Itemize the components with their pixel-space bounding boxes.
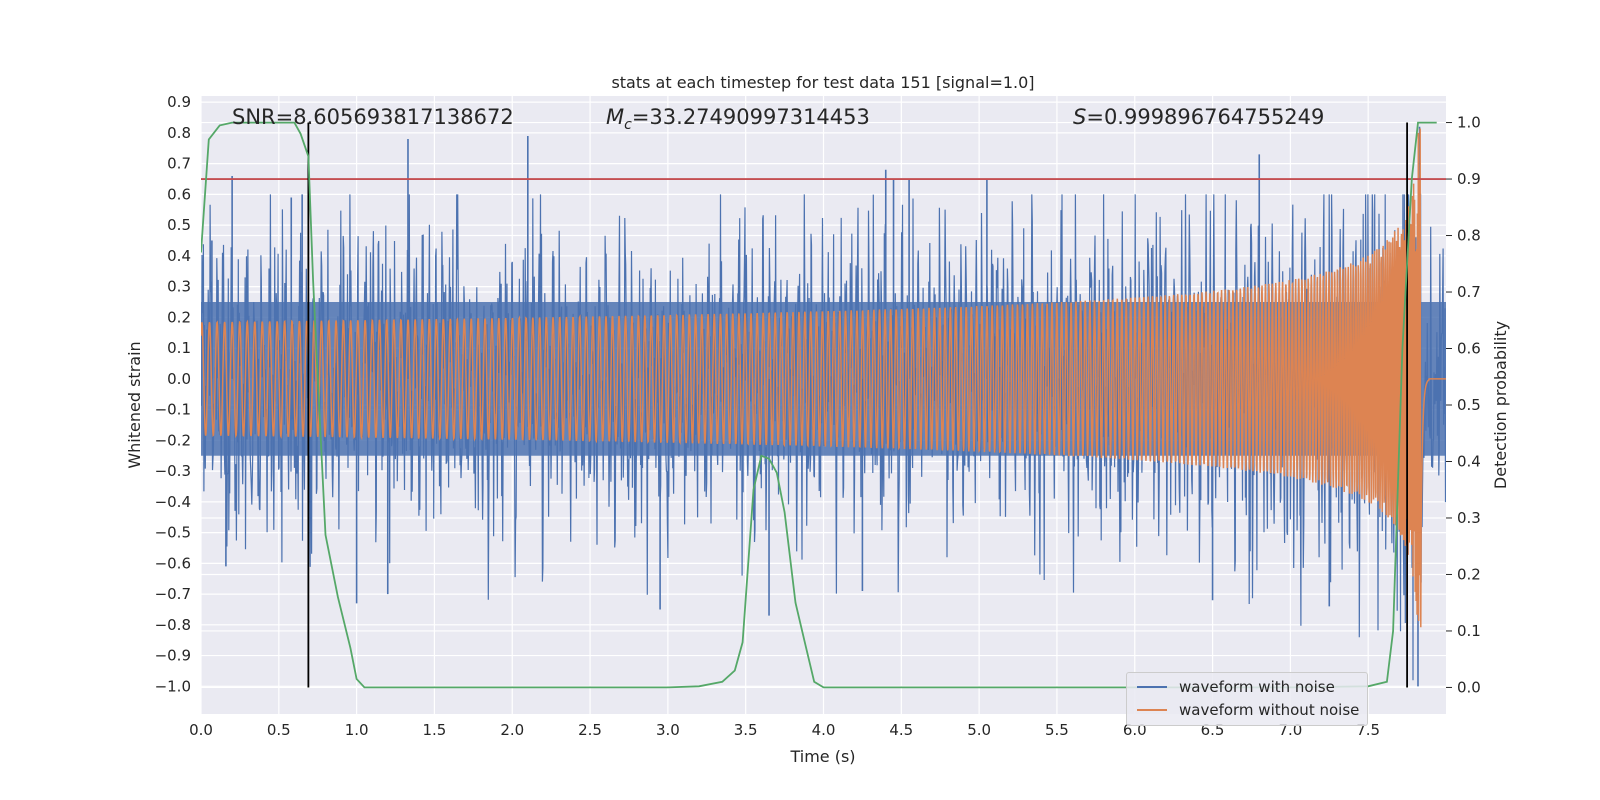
y-tick-label: −1.0 xyxy=(155,677,191,695)
y-tick-label: 0.7 xyxy=(167,155,191,173)
y2-tick-label: 0.9 xyxy=(1457,170,1481,188)
ticks: 0.0 0.5 1.0 1.5 2.0 2.5 3.0 3.5 4.0 4.5 5.0 5.5 6.0 6… xyxy=(155,93,1481,739)
x-tick-label: 1.5 xyxy=(423,721,447,739)
y2-axis-label: Detection probability xyxy=(1491,321,1510,489)
legend-label-noisy: waveform with noise xyxy=(1179,678,1335,696)
y-axis-label: Whitened strain xyxy=(125,341,144,468)
legend-entry-clean: waveform without noise xyxy=(1137,699,1359,721)
y-tick-label: −0.1 xyxy=(155,401,191,419)
y-tick-label: 0.6 xyxy=(167,185,191,203)
y-tick-label: 0.9 xyxy=(167,93,191,111)
y-tick-label: 0.1 xyxy=(167,339,191,357)
y2-tick-label: 0.2 xyxy=(1457,565,1481,583)
mc-symbol: M xyxy=(606,105,624,129)
y-tick-label: −0.9 xyxy=(155,647,191,665)
y-tick-label: −0.4 xyxy=(155,493,191,511)
legend-entry-noisy: waveform with noise xyxy=(1137,676,1335,698)
y-tick-label: 0.0 xyxy=(167,370,191,388)
s-value: =0.999896764755249 xyxy=(1086,105,1324,129)
y2-tick-label: 0.3 xyxy=(1457,509,1481,527)
y-tick-label: 0.5 xyxy=(167,216,191,234)
y2-tick-label: 0.4 xyxy=(1457,452,1481,470)
x-tick-label: 1.0 xyxy=(345,721,369,739)
y2-tick-label: 0.5 xyxy=(1457,396,1481,414)
x-tick-label: 2.5 xyxy=(578,721,602,739)
y-tick-label: 0.4 xyxy=(167,247,191,265)
y2-tick-label: 0.8 xyxy=(1457,227,1481,245)
y-tick-label: 0.3 xyxy=(167,278,191,296)
mc-subscript: c xyxy=(624,117,632,133)
y-tick-label: −0.3 xyxy=(155,462,191,480)
legend-swatch-noisy xyxy=(1137,686,1167,688)
y-tick-label: −0.8 xyxy=(155,616,191,634)
s-symbol: S xyxy=(1073,105,1086,129)
x-tick-label: 5.0 xyxy=(967,721,991,739)
clean-waveform-line xyxy=(201,128,1446,628)
x-tick-label: 2.0 xyxy=(500,721,524,739)
x-tick-label: 3.0 xyxy=(656,721,680,739)
chirp-mass-annotation: Mc=33.27490997314453 xyxy=(606,105,870,133)
x-tick-label: 4.5 xyxy=(889,721,913,739)
x-tick-label: 0.0 xyxy=(189,721,213,739)
x-tick-label: 4.0 xyxy=(812,721,836,739)
x-axis-label: Time (s) xyxy=(789,747,855,766)
legend: waveform with noise waveform without noi… xyxy=(1126,672,1368,726)
y-tick-label: −0.7 xyxy=(155,585,191,603)
y2-tick-label: 0.0 xyxy=(1457,678,1481,696)
legend-swatch-clean xyxy=(1137,709,1167,711)
y-tick-label: −0.5 xyxy=(155,524,191,542)
x-tick-label: 0.5 xyxy=(267,721,291,739)
y2-tick-label: 0.1 xyxy=(1457,622,1481,640)
snr-annotation: SNR=8.605693817138672 xyxy=(232,105,514,129)
mc-value: =33.27490997314453 xyxy=(632,105,870,129)
legend-label-clean: waveform without noise xyxy=(1179,701,1360,719)
y2-tick-label: 1.0 xyxy=(1457,114,1481,132)
x-tick-label: 3.5 xyxy=(734,721,758,739)
chart-title: stats at each timestep for test data 151… xyxy=(611,73,1034,92)
y-tick-label: −0.2 xyxy=(155,431,191,449)
y2-tick-label: 0.7 xyxy=(1457,283,1481,301)
series xyxy=(201,121,1446,689)
y-tick-label: 0.2 xyxy=(167,308,191,326)
score-annotation: S=0.999896764755249 xyxy=(1073,105,1324,129)
y-tick-label: −0.6 xyxy=(155,554,191,572)
detection-probability-line xyxy=(201,121,1437,689)
x-tick-label: 5.5 xyxy=(1045,721,1069,739)
y2-tick-label: 0.6 xyxy=(1457,340,1481,358)
y-tick-label: 0.8 xyxy=(167,124,191,142)
